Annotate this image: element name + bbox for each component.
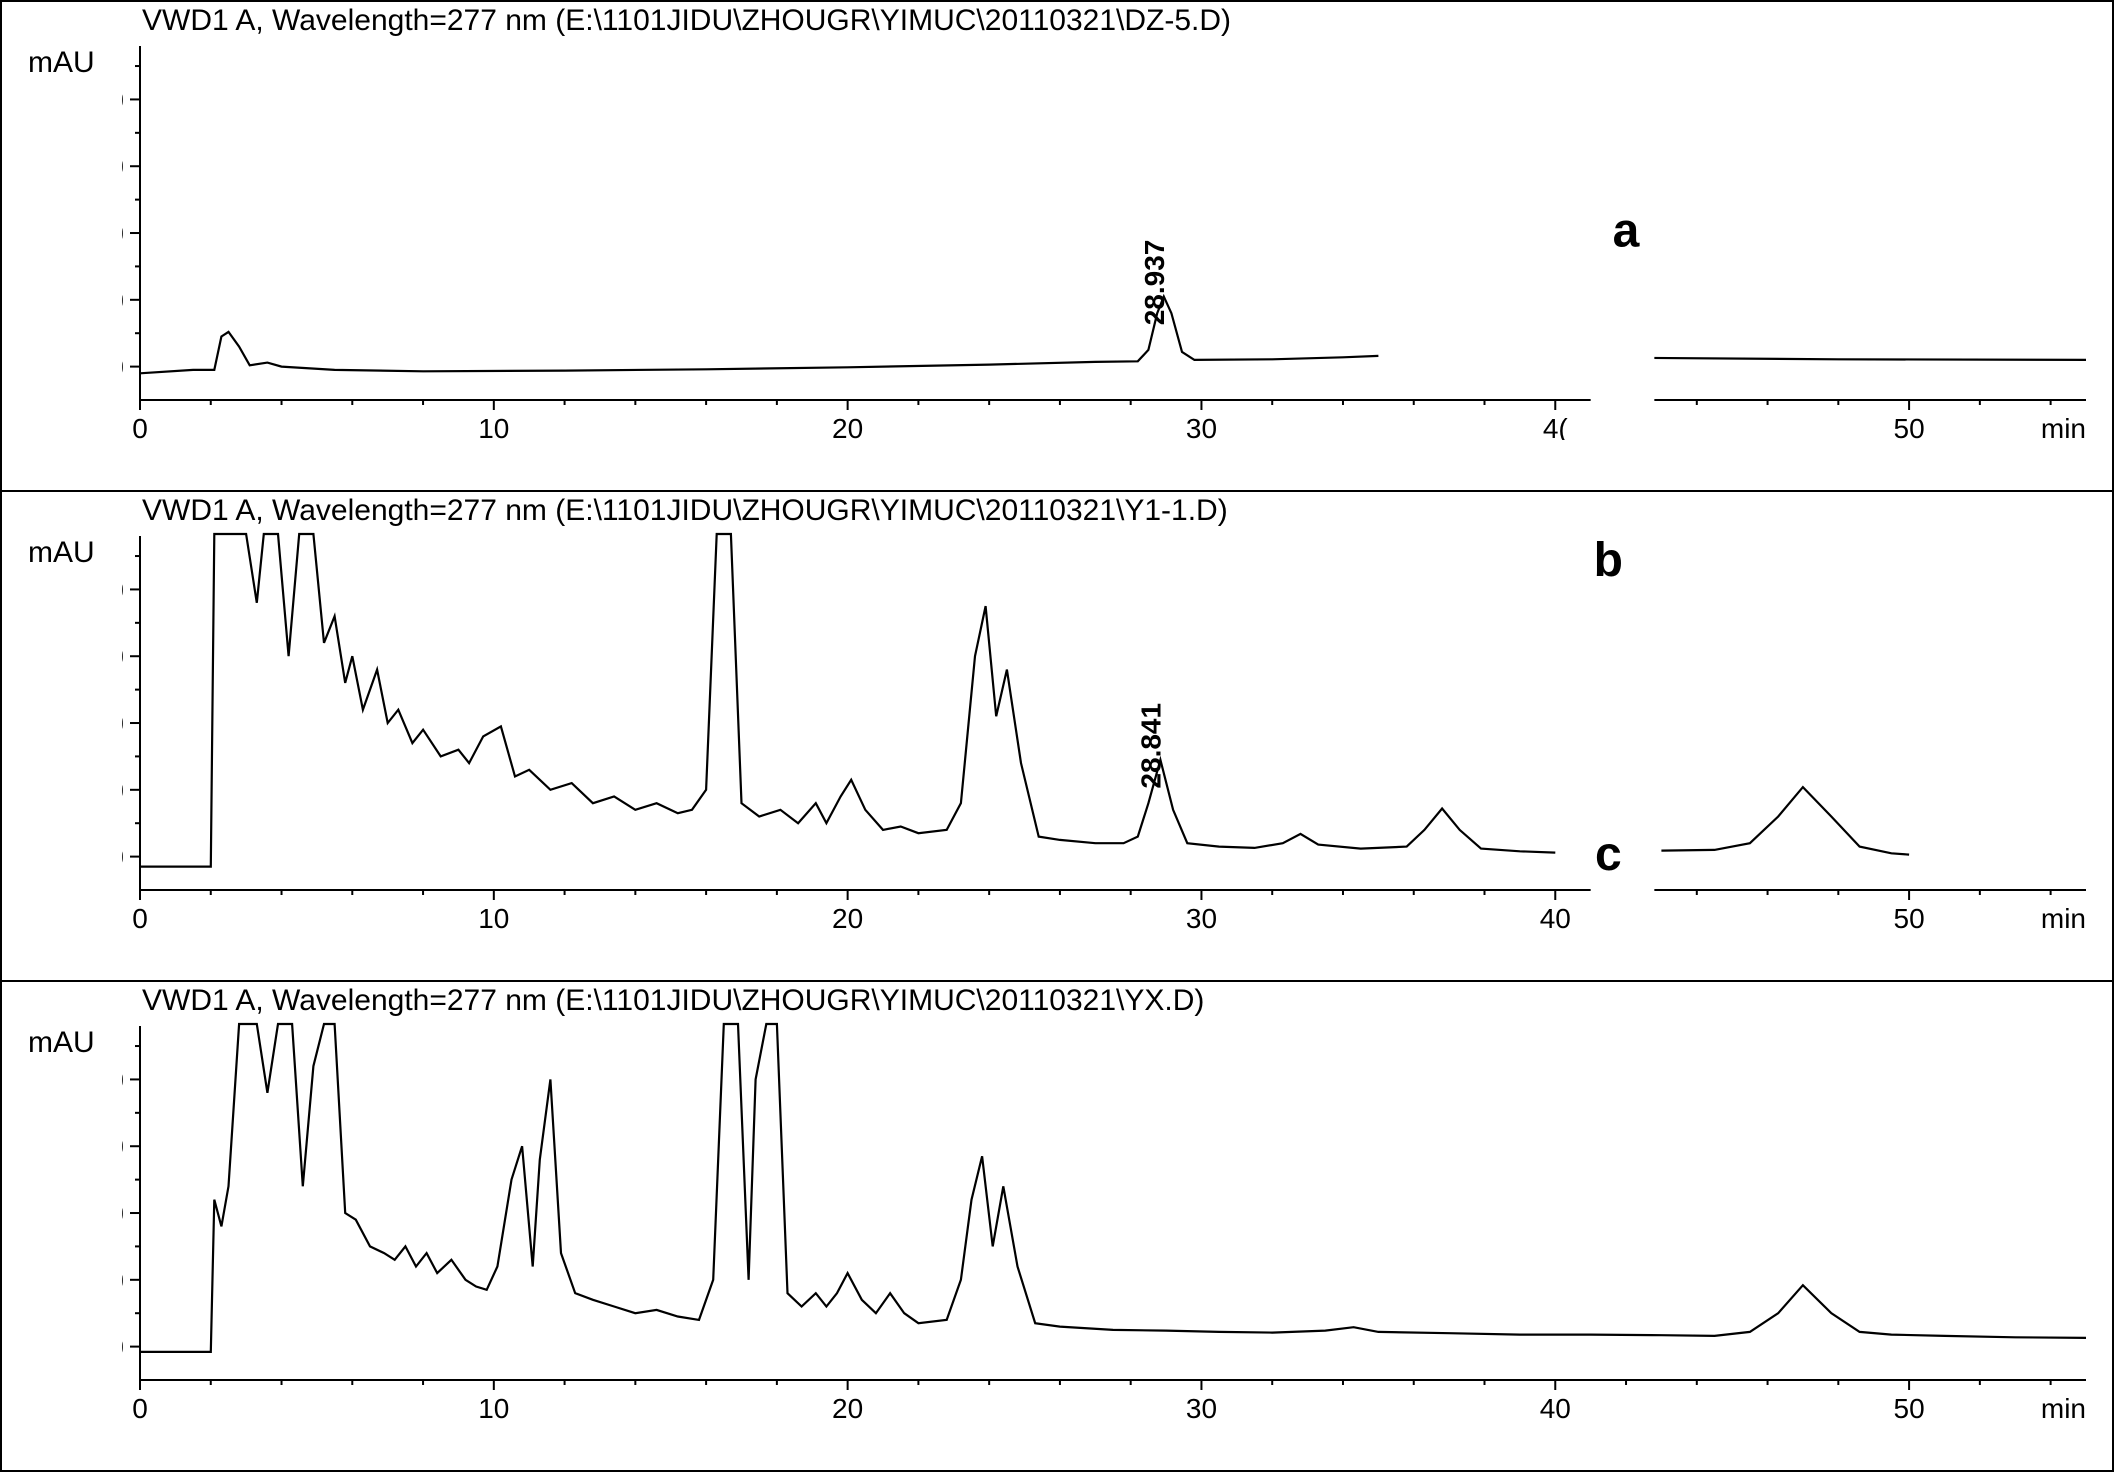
plot-area: 0 10 20 30 40 0 10 20 30 4( 50 min 28.937 a bbox=[122, 42, 2092, 440]
x-tick-label: 50 bbox=[1894, 903, 1925, 930]
panel-title: VWD1 A, Wavelength=277 nm (E:\1101JIDU\Z… bbox=[142, 494, 1228, 528]
plot-area: 0 10 20 30 40 0 10 20 30 40 50 min 28.841 b c bbox=[122, 532, 2092, 930]
x-tick-label: 20 bbox=[832, 413, 863, 440]
y-tick-label: 10 bbox=[122, 775, 124, 806]
x-tick-label: 30 bbox=[1186, 1393, 1217, 1420]
chromatogram-svg: 0 10 20 30 40 0 10 20 30 40 50 min bbox=[122, 1022, 2092, 1420]
y-tick-label: 20 bbox=[122, 1198, 124, 1229]
chromatogram-panel-b: VWD1 A, Wavelength=277 nm (E:\1101JIDU\Z… bbox=[0, 492, 2114, 982]
x-tick-label: 30 bbox=[1186, 903, 1217, 930]
x-tick-label: 4( bbox=[1543, 413, 1569, 440]
x-tick-label: 0 bbox=[132, 1393, 148, 1420]
y-tick-label: 0 bbox=[122, 352, 124, 383]
y-axis-label: mAU bbox=[28, 536, 95, 570]
x-tick-label: 0 bbox=[132, 903, 148, 930]
x-tick-label: 10 bbox=[478, 903, 509, 930]
x-tick-label: 40 bbox=[1540, 1393, 1571, 1420]
x-tick-label: 20 bbox=[832, 1393, 863, 1420]
peak-label: 28.841 bbox=[1135, 703, 1166, 789]
panel-title: VWD1 A, Wavelength=277 nm (E:\1101JIDU\Z… bbox=[142, 4, 1231, 38]
x-tick-label: 0 bbox=[132, 413, 148, 440]
y-tick-label: 20 bbox=[122, 218, 124, 249]
x-axis-unit: min bbox=[2041, 413, 2086, 440]
x-tick-label: 30 bbox=[1186, 413, 1217, 440]
x-tick-label: 50 bbox=[1894, 413, 1925, 440]
y-tick-label: 30 bbox=[122, 1131, 124, 1162]
y-axis-label: mAU bbox=[28, 1026, 95, 1060]
x-tick-label: 50 bbox=[1894, 1393, 1925, 1420]
chromatogram-panel-a: VWD1 A, Wavelength=277 nm (E:\1101JIDU\Z… bbox=[0, 0, 2114, 492]
y-tick-label: 0 bbox=[122, 1332, 124, 1363]
panel-letter: c bbox=[1595, 828, 1622, 881]
plot-area: 0 10 20 30 40 0 10 20 30 40 50 min bbox=[122, 1022, 2092, 1420]
y-tick-label: 10 bbox=[122, 285, 124, 316]
y-tick-label: 0 bbox=[122, 842, 124, 873]
y-tick-label: 30 bbox=[122, 151, 124, 182]
chromatogram-trace-right bbox=[1661, 787, 1909, 855]
x-tick-label: 10 bbox=[478, 413, 509, 440]
x-tick-label: 10 bbox=[478, 1393, 509, 1420]
chromatogram-trace bbox=[140, 1024, 2086, 1352]
y-axis-label: mAU bbox=[28, 46, 95, 80]
peak-label: 28.937 bbox=[1139, 240, 1170, 326]
panel-letter: a bbox=[1613, 204, 1640, 257]
chromatogram-trace bbox=[140, 534, 1555, 867]
x-tick-label: 40 bbox=[1540, 903, 1571, 930]
panel-letter: b bbox=[1594, 534, 1623, 587]
chromatogram-svg: 0 10 20 30 40 0 10 20 30 4( 50 min 28.937 a bbox=[122, 42, 2092, 440]
y-tick-label: 10 bbox=[122, 1265, 124, 1296]
y-tick-label: 40 bbox=[122, 574, 124, 605]
y-tick-label: 40 bbox=[122, 84, 124, 115]
x-axis-unit: min bbox=[2041, 1393, 2086, 1420]
chromatogram-trace-right bbox=[1644, 358, 2086, 360]
y-tick-label: 20 bbox=[122, 708, 124, 739]
chromatogram-panel-2: VWD1 A, Wavelength=277 nm (E:\1101JIDU\Z… bbox=[0, 982, 2114, 1472]
x-tick-label: 20 bbox=[832, 903, 863, 930]
panel-title: VWD1 A, Wavelength=277 nm (E:\1101JIDU\Z… bbox=[142, 984, 1204, 1018]
y-tick-label: 30 bbox=[122, 641, 124, 672]
chromatogram-trace bbox=[140, 297, 1378, 374]
x-axis-unit: min bbox=[2041, 903, 2086, 930]
chromatogram-svg: 0 10 20 30 40 0 10 20 30 40 50 min 28.841 b c bbox=[122, 532, 2092, 930]
y-tick-label: 40 bbox=[122, 1064, 124, 1095]
